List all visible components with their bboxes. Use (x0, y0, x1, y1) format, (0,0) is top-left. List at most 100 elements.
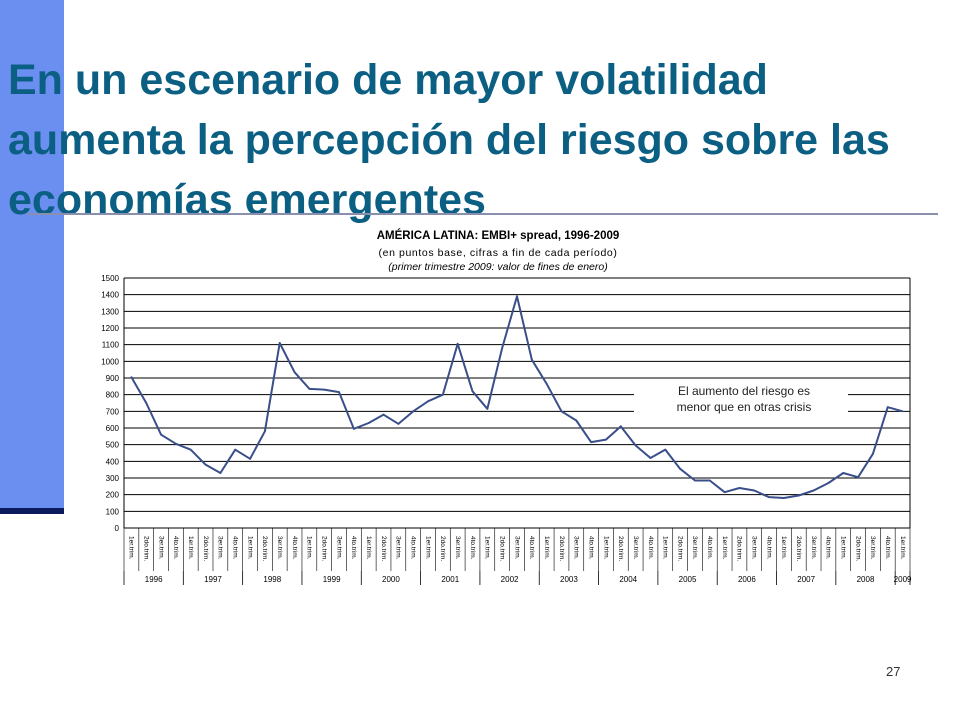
x-tick-label: 4to.trim. (469, 536, 476, 560)
year-label: 2000 (382, 575, 400, 584)
y-tick-label: 700 (106, 407, 120, 416)
x-tick-label: 4to.trim. (647, 536, 654, 560)
y-tick-label: 1100 (102, 341, 120, 350)
x-tick-label: 3er.trim. (335, 536, 342, 560)
x-tick-label: 4to.trim. (825, 536, 832, 560)
x-tick-label: 2do.trim. (380, 536, 387, 561)
data-point (338, 391, 340, 394)
data-point (827, 482, 830, 484)
chart-title: AMÉRICA LATINA: EMBI+ spread, 1996-2009 (377, 229, 620, 242)
data-point (886, 406, 889, 409)
x-tick-label: 4to.trim. (587, 536, 594, 560)
x-tick-label: 1er.trim. (128, 536, 135, 560)
x-tick-label: 1er.trim. (365, 536, 372, 560)
year-label: 2009 (894, 575, 912, 584)
year-label: 2004 (619, 575, 637, 584)
x-tick-label: 4to.trim. (409, 536, 416, 560)
year-label: 2006 (738, 575, 756, 584)
data-point (530, 358, 533, 361)
data-point (694, 479, 696, 482)
x-tick-label: 2do.trim. (736, 536, 743, 561)
x-tick-label: 3er.trim. (810, 536, 817, 560)
x-tick-label: 1er.trim. (543, 536, 550, 560)
year-label: 1998 (263, 575, 281, 584)
chart-subtitle-2: (primer trimestre 2009: valor de fines d… (388, 261, 607, 273)
year-label: 2008 (857, 575, 875, 584)
x-tick-label: 3er.trim. (573, 536, 580, 560)
data-point (664, 448, 667, 451)
y-tick-label: 500 (106, 441, 120, 450)
data-point (145, 402, 148, 404)
data-point (471, 390, 474, 393)
x-tick-label: 1er.trim. (780, 536, 787, 560)
accent-bar (0, 0, 64, 512)
data-point (560, 410, 563, 413)
x-tick-label: 2do.trim. (617, 536, 624, 561)
y-tick-label: 200 (106, 491, 120, 500)
x-tick-label: 1er.trim. (484, 536, 491, 560)
y-tick-label: 100 (106, 507, 120, 516)
x-tick-label: 2do.trim. (498, 536, 505, 561)
x-tick-label: 2do.trim. (676, 536, 683, 561)
x-tick-label: 3er.trim. (276, 536, 283, 560)
x-tick-label: 3er.trim. (632, 536, 639, 560)
slide-title: En un escenario de mayor volatilidad aum… (8, 56, 890, 224)
data-point (901, 410, 904, 413)
year-label: 1997 (204, 575, 222, 584)
data-point (842, 472, 845, 474)
x-tick-label: 2do.trim. (202, 536, 209, 561)
y-tick-label: 1500 (101, 274, 119, 283)
data-point (605, 438, 607, 441)
y-tick-label: 1200 (101, 324, 119, 333)
data-point (812, 489, 815, 492)
data-point (797, 494, 800, 497)
x-tick-label: 1er.trim. (721, 536, 728, 560)
x-tick-label: 1er.trim. (424, 536, 431, 560)
x-tick-label: 1er.trim. (662, 536, 669, 560)
data-point (263, 430, 266, 433)
x-tick-label: 1er.trim. (840, 536, 847, 560)
x-tick-label: 3er.trim. (395, 536, 402, 560)
x-tick-label: 1er.trim. (306, 536, 313, 560)
x-tick-label: 4to.trim. (291, 536, 298, 560)
y-tick-label: 800 (106, 391, 120, 400)
x-tick-label: 2do.trim. (558, 536, 565, 561)
y-tick-label: 1000 (101, 357, 119, 366)
x-tick-label: 1er.trim. (246, 536, 253, 560)
data-point (352, 427, 355, 430)
data-point (160, 433, 162, 436)
data-point (753, 489, 756, 492)
data-point (189, 448, 192, 451)
x-tick-label: 2do.trim. (320, 536, 327, 561)
x-tick-label: 2do.trim. (854, 536, 861, 561)
data-point (427, 400, 429, 403)
data-point (634, 444, 637, 447)
x-tick-label: 2do.trim. (439, 536, 446, 561)
data-point (397, 422, 400, 425)
data-point (486, 407, 489, 410)
x-tick-label: 3er.trim. (691, 536, 698, 560)
x-tick-label: 4to.trim. (765, 536, 772, 560)
x-tick-label: 3er.trim. (454, 536, 461, 560)
year-label: 2003 (560, 575, 578, 584)
data-point (575, 419, 578, 422)
data-point (204, 463, 207, 466)
chart-subtitle: (en puntos base, cifras a fin de cada pe… (379, 247, 618, 259)
x-tick-label: 4to.trim. (706, 536, 713, 560)
x-tick-label: 4to.trim. (528, 536, 535, 560)
x-tick-label: 2do.trim. (261, 536, 268, 561)
data-point (293, 371, 296, 374)
data-point (857, 476, 859, 479)
data-point (708, 479, 711, 482)
data-point (382, 413, 385, 416)
data-point (545, 382, 548, 385)
y-tick-label: 1400 (101, 291, 119, 300)
annotation-box (634, 380, 848, 416)
y-tick-label: 300 (106, 474, 120, 483)
data-point (249, 457, 251, 460)
data-point (234, 448, 237, 451)
page-number: 27 (886, 664, 901, 679)
data-point (723, 491, 726, 494)
x-tick-label: 1er.trim. (602, 536, 609, 560)
